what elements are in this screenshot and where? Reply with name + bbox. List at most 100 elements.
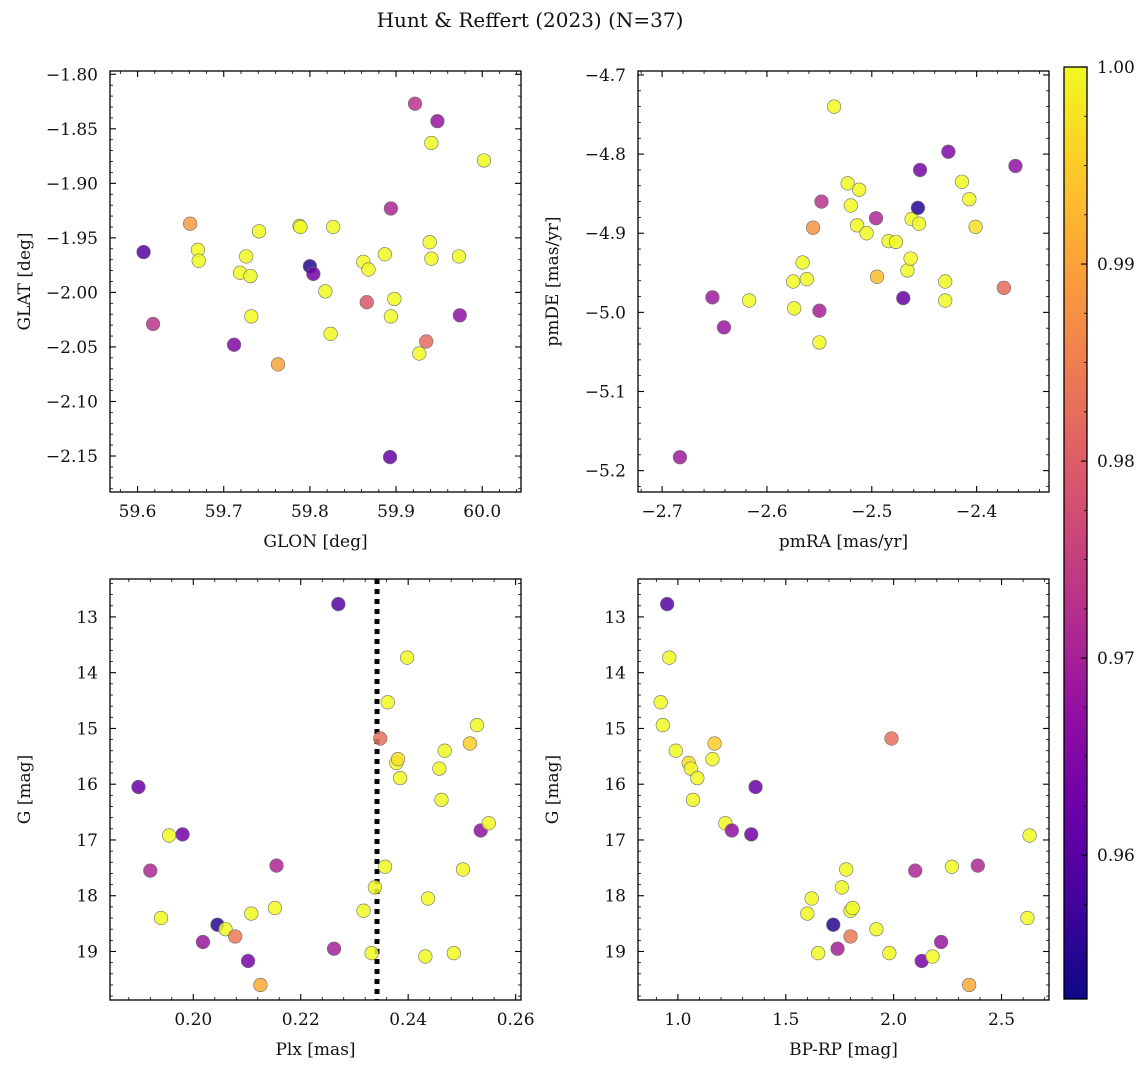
scatter-point [850, 218, 865, 233]
scatter-point [400, 650, 415, 665]
plot-frame [109, 70, 522, 493]
scatter-point [705, 752, 720, 767]
scatter-point [900, 263, 915, 278]
y-axis-label: pmDE [mas/yr] [543, 216, 563, 346]
y-tick-label: 16 [76, 775, 98, 795]
scatter-point [795, 255, 810, 270]
scatter-point [393, 770, 408, 786]
y-tick-label: 15 [76, 719, 98, 739]
scatter-point [843, 198, 858, 213]
colorbar-tick-label: 1.00 [1097, 58, 1135, 78]
y-tick-label: 15 [604, 719, 626, 739]
scatter-point [1008, 158, 1023, 174]
scatter-point [422, 235, 437, 250]
scatter-point [359, 295, 374, 310]
scatter-point [419, 334, 434, 349]
scatter-point [668, 743, 683, 758]
scatter-point [910, 200, 926, 216]
scatter-point [432, 761, 447, 776]
scatter-points [653, 596, 1037, 993]
y-tick-label: −1.80 [46, 65, 98, 85]
scatter-point [420, 891, 436, 906]
scatter-point [742, 293, 757, 308]
scatter-point [183, 216, 198, 231]
scatter-point [136, 244, 151, 260]
x-tick-label: −2.6 [746, 502, 787, 522]
scatter-point [424, 251, 439, 266]
y-tick-label: −4.9 [585, 224, 626, 244]
x-tick-label: 0.22 [282, 1010, 320, 1030]
scatter-point [925, 949, 940, 964]
x-tick-label: 60.0 [463, 502, 501, 522]
x-tick-label: 1.0 [664, 1010, 691, 1030]
scatter-point [843, 929, 858, 944]
scatter-point [852, 182, 867, 197]
x-axis-label: pmRA [mas/yr] [779, 532, 908, 552]
scatter-point [434, 792, 449, 807]
scatter-point [331, 596, 346, 612]
scatter-point [326, 219, 341, 235]
colorbar: 0.96 0.97 0.98 0.99 1.00 [1063, 58, 1135, 1000]
scatter-point [476, 153, 492, 168]
scatter-point [244, 309, 259, 324]
scatter-point [962, 977, 977, 993]
scatter-point [869, 922, 884, 937]
scatter-point [800, 906, 815, 921]
scatter-point [962, 192, 977, 207]
x-tick-label: 2.0 [880, 1010, 907, 1030]
scatter-point [145, 316, 161, 332]
y-tick-label: 17 [76, 831, 98, 851]
scatter-point [218, 922, 233, 937]
panel-4: 1.0 1.5 2.0 2.5 13 14 15 16 17 18 19 BP-RP [mag] G [… [543, 578, 1050, 1060]
panels: 59.6 59.7 59.8 59.9 60.0 −2.15 −2.10 −2.05 −2.00… [15, 65, 1050, 1060]
scatter-points [672, 99, 1023, 465]
scatter-point [896, 291, 911, 306]
scatter-point [161, 828, 177, 843]
scatter-point [451, 249, 467, 264]
scatter-point [195, 934, 211, 950]
plot-frame [637, 578, 1050, 1001]
scatter-point [462, 736, 478, 751]
x-tick-label: 59.7 [205, 502, 243, 522]
scatter-point [660, 596, 675, 612]
scatter-point [662, 650, 677, 665]
y-tick-label: −2.15 [46, 447, 98, 467]
scatter-point [840, 176, 855, 191]
y-tick-label: −5.1 [585, 382, 626, 402]
scatter-point [941, 144, 956, 159]
scatter-point [938, 293, 953, 308]
scatter-point [968, 219, 983, 234]
scatter-point [888, 234, 904, 250]
scatter-point [787, 301, 802, 316]
scatter-point [705, 290, 720, 305]
scatter-point [908, 863, 923, 878]
scatter-points [136, 96, 492, 465]
scatter-point [884, 731, 899, 746]
scatter-point [1020, 910, 1035, 926]
scatter-point [390, 752, 406, 767]
scatter-point [655, 717, 670, 733]
scatter-point [830, 941, 845, 956]
scatter-point [446, 946, 461, 961]
y-tick-label: 13 [76, 608, 98, 628]
y-tick-label: −5.0 [585, 303, 626, 323]
panel-1: 59.6 59.7 59.8 59.9 60.0 −2.15 −2.10 −2.05 −2.00… [15, 65, 522, 552]
x-tick-label: 59.8 [291, 502, 329, 522]
x-axis-label: GLON [deg] [263, 532, 367, 552]
scatter-point [748, 779, 763, 795]
scatter-point [387, 291, 402, 307]
y-axis-label: GLAT [deg] [15, 232, 35, 330]
scatter-point [407, 96, 423, 111]
y-tick-label: −2.00 [46, 283, 98, 303]
scatter-point [724, 823, 739, 838]
scatter-point [455, 862, 471, 877]
scatter-point [1022, 828, 1037, 843]
scatter-point [868, 211, 884, 226]
scatter-point [452, 308, 467, 323]
scatter-point [367, 880, 382, 895]
y-tick-label: 19 [604, 942, 626, 962]
y-tick-label: −5.2 [585, 462, 626, 482]
scatter-point [786, 274, 801, 289]
y-tick-label: 13 [604, 608, 626, 628]
